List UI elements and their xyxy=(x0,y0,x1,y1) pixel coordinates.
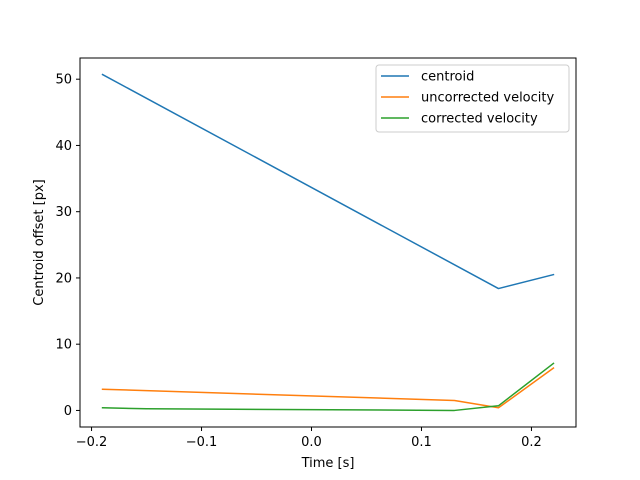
y-tick-label: 20 xyxy=(55,271,72,286)
y-tick-label: 0 xyxy=(64,404,72,419)
legend-label: centroid xyxy=(421,70,474,85)
legend-frame xyxy=(375,64,570,133)
x-tick-label: −0.1 xyxy=(186,435,218,450)
plot-lines xyxy=(101,73,555,412)
x-axis-ticks: −0.2 −0.1 0.0 0.1 0.2 xyxy=(76,427,542,450)
legend-label: corrected velocity xyxy=(421,112,538,127)
legend-label: uncorrected velocity xyxy=(421,91,554,106)
y-tick-label: 40 xyxy=(55,139,72,154)
series-line-corrected-velocity xyxy=(101,362,555,412)
series-line-centroid xyxy=(101,73,555,290)
y-tick-label: 30 xyxy=(55,205,72,220)
y-axis-label: Centroid offset [px] xyxy=(32,179,47,305)
x-tick-label: −0.2 xyxy=(76,435,108,450)
x-tick-label: 0.0 xyxy=(301,435,322,450)
y-axis-ticks: 0 10 20 30 40 50 xyxy=(55,73,80,419)
y-tick-label: 10 xyxy=(55,338,72,353)
plot-frame xyxy=(79,57,577,428)
x-axis-label: Time [s] xyxy=(301,456,355,471)
x-tick-label: 0.1 xyxy=(411,435,432,450)
legend: centroid uncorrected velocity corrected ve… xyxy=(375,64,570,133)
series-line-uncorrected-velocity xyxy=(101,366,555,409)
y-tick-label: 50 xyxy=(55,73,72,88)
x-tick-label: 0.2 xyxy=(521,435,542,450)
